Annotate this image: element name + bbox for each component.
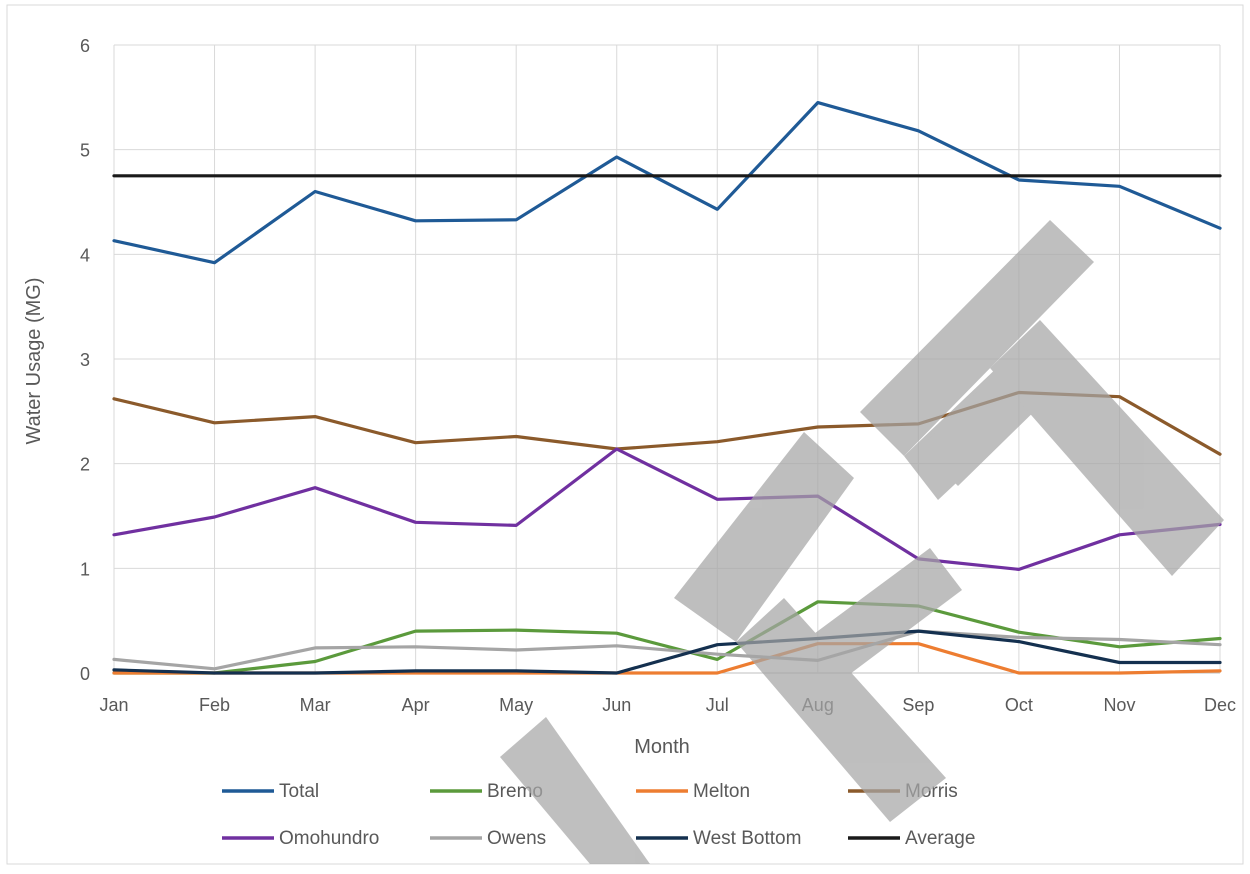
y-tick-label: 6 — [80, 36, 90, 56]
x-tick-label: Sep — [902, 695, 934, 715]
legend-label-melton: Melton — [693, 781, 750, 802]
y-tick-labels: 0 1 2 3 4 5 6 — [80, 36, 90, 684]
watermark-stroke — [776, 548, 962, 704]
y-axis-label: Water Usage (MG) — [23, 277, 45, 444]
x-tick-label: Feb — [199, 695, 230, 715]
series-line-total — [112, 100, 1222, 265]
x-tick-label: Mar — [300, 695, 331, 715]
legend-label-total: Total — [279, 781, 319, 802]
legend-label-owens: Owens — [487, 828, 546, 849]
x-tick-label: May — [499, 695, 533, 715]
y-tick-label: 0 — [80, 664, 90, 684]
legend-label-west-bottom: West Bottom — [693, 828, 801, 849]
legend-label-omohundro: Omohundro — [279, 828, 379, 849]
chart-border — [6, 4, 1244, 865]
y-tick-label: 3 — [80, 350, 90, 370]
series-line-owens — [112, 629, 1222, 671]
legend-label-average: Average — [905, 828, 975, 849]
x-tick-label: Jul — [706, 695, 729, 715]
y-tick-label: 1 — [80, 559, 90, 579]
y-tick-label: 4 — [80, 245, 90, 265]
x-tick-label: Nov — [1103, 695, 1135, 715]
x-axis-label: Month — [634, 736, 690, 758]
x-tick-label: Jun — [602, 695, 631, 715]
draft-watermark — [500, 220, 1224, 864]
x-tick-label: Dec — [1204, 695, 1236, 715]
y-tick-label: 2 — [80, 455, 90, 475]
series-line-bremo — [112, 600, 1222, 675]
x-tick-label: Oct — [1005, 695, 1033, 715]
x-tick-label: Jan — [99, 695, 128, 715]
watermark-stroke — [500, 717, 650, 864]
y-tick-label: 5 — [80, 141, 90, 161]
watermark-stroke — [990, 320, 1224, 576]
x-tick-label: Apr — [402, 695, 430, 715]
watermark-stroke — [860, 220, 1094, 456]
watermark-stroke — [674, 432, 854, 642]
series-line-west-bottom — [112, 629, 1222, 675]
series-line-omohundro — [112, 447, 1222, 572]
